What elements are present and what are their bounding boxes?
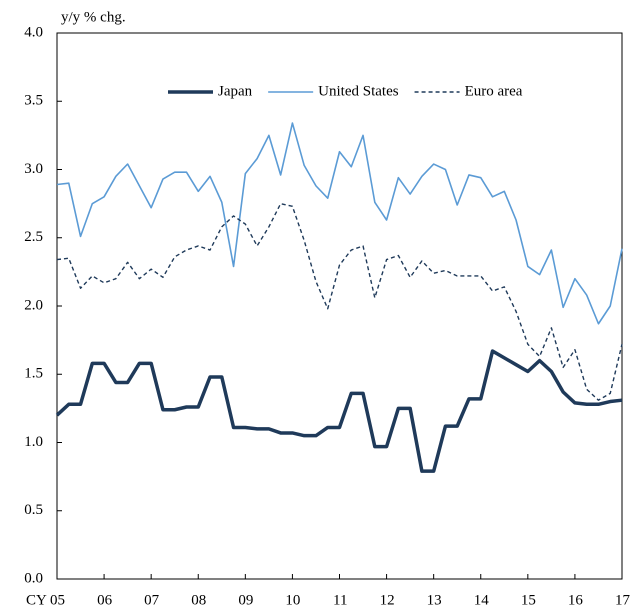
legend-label: United States <box>318 83 399 99</box>
x-tick-label: 14 <box>474 592 490 608</box>
y-tick-label: 2.5 <box>24 229 43 245</box>
x-tick-label: 09 <box>238 592 253 608</box>
y-tick-label: 0.5 <box>24 502 43 518</box>
x-tick-label: 16 <box>568 592 584 608</box>
x-tick-label: CY 05 <box>26 592 65 608</box>
x-tick-label: 06 <box>97 592 113 608</box>
y-tick-label: 2.0 <box>24 297 43 313</box>
y-tick-label: 3.0 <box>24 161 43 177</box>
legend-label: Japan <box>218 83 253 99</box>
x-tick-label: 13 <box>427 592 442 608</box>
x-tick-label: 12 <box>380 592 395 608</box>
x-tick-label: 11 <box>333 592 347 608</box>
line-series <box>56 122 623 325</box>
y-tick-label: 4.0 <box>24 24 43 40</box>
plot-frame <box>56 32 623 580</box>
x-tick-label: 08 <box>191 592 206 608</box>
y-tick-label: 3.5 <box>24 93 43 109</box>
x-tick-label: 17 <box>615 592 631 608</box>
y-tick-label: 0.0 <box>24 570 43 586</box>
y-tick-label: 1.5 <box>24 366 43 382</box>
y-tick-label: 1.0 <box>24 434 43 450</box>
x-tick-label: 15 <box>521 592 536 608</box>
line-series <box>55 349 623 473</box>
line-series <box>56 202 623 401</box>
x-tick-label: 10 <box>285 592 300 608</box>
x-tick-label: 07 <box>144 592 160 608</box>
legend-label: Euro area <box>465 83 523 99</box>
y-axis-label: y/y % chg. <box>61 9 126 25</box>
